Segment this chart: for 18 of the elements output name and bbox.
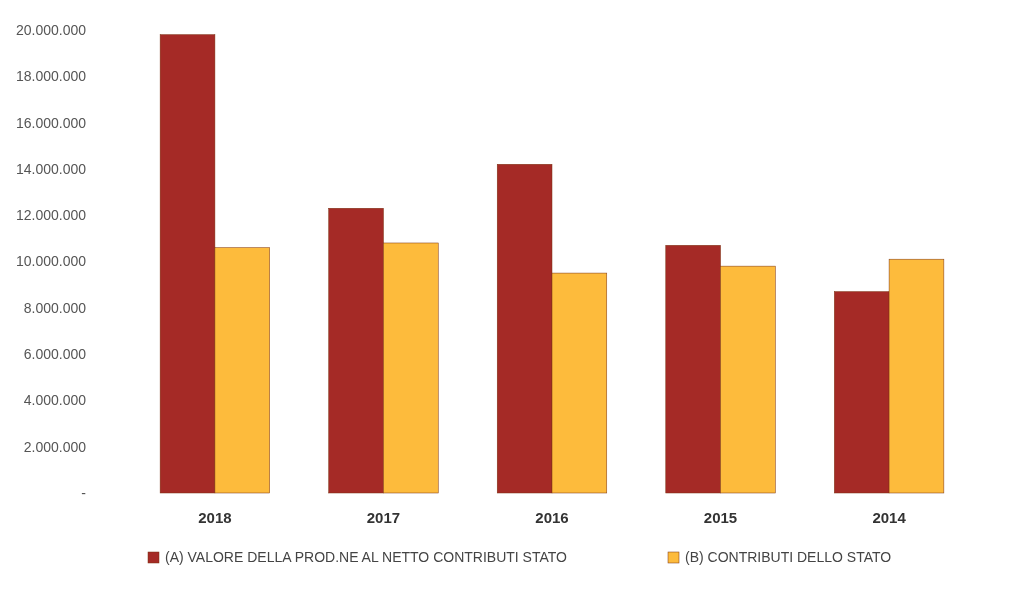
y-tick-label: 16.000.000: [15, 114, 87, 131]
y-tick-label: 4.000.000: [23, 392, 87, 409]
y-tick-label: 2.000.000: [23, 438, 87, 455]
y-tick-label: 14.000.000: [15, 160, 87, 177]
x-tick-label: 2016: [535, 509, 569, 526]
y-tick-label: 10.000.000: [15, 253, 87, 270]
x-tick-label: 2017: [366, 509, 401, 526]
legend-label: (B) CONTRIBUTI DELLO STATO: [685, 549, 892, 565]
y-tick-label: 8.000.000: [23, 299, 87, 316]
x-tick-label: 2014: [872, 509, 907, 526]
legend-label: (A) VALORE DELLA PROD.NE AL NETTO CONTRIBUTI STATO: [165, 549, 568, 565]
y-tick-label: 18.000.000: [15, 68, 87, 85]
y-tick-label: 20.000.000: [15, 21, 87, 38]
y-tick-label: 6.000.000: [23, 346, 87, 362]
y-tick-label: 12.000.000: [15, 207, 87, 224]
x-tick-label: 2015: [703, 509, 738, 526]
x-tick-label: 2018: [198, 509, 232, 526]
y-tick-label: -: [81, 484, 87, 501]
